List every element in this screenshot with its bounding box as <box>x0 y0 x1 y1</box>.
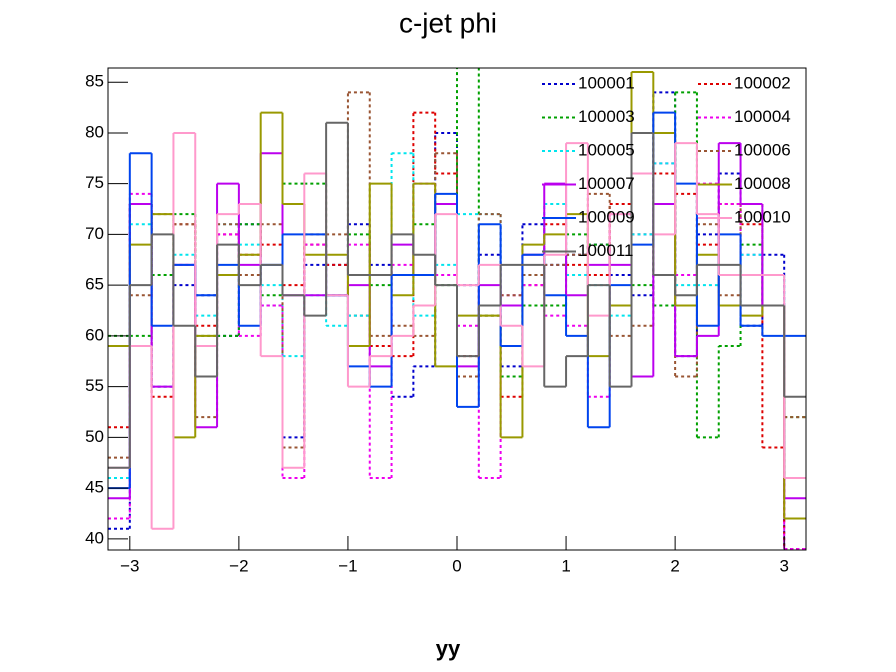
series <box>108 121 806 469</box>
x-tick-label: −3 <box>120 556 139 575</box>
legend-label: 100011 <box>578 241 633 260</box>
legend-label: 100010 <box>734 207 791 226</box>
y-tick-label: 50 <box>85 427 104 446</box>
x-tick-label: 0 <box>452 556 461 575</box>
legend-label: 100004 <box>734 107 791 126</box>
chart-title: c-jet phi <box>399 7 497 38</box>
y-tick-label: 55 <box>85 376 104 395</box>
x-tick-label: −1 <box>338 556 357 575</box>
legend-label: 100005 <box>578 140 635 159</box>
y-tick-label: 80 <box>85 122 104 141</box>
x-tick-label: 2 <box>670 556 679 575</box>
x-axis-label: yy <box>436 636 461 661</box>
legend-label: 100006 <box>734 140 791 159</box>
legend-label: 100008 <box>734 174 791 193</box>
y-tick-label: 45 <box>85 478 104 497</box>
y-tick-label: 60 <box>85 325 104 344</box>
legend: 100001 100002 100003 100004 100005 100006 1000… <box>542 73 791 260</box>
x-tick-label: 3 <box>779 556 788 575</box>
y-tick-label: 85 <box>85 72 104 91</box>
legend-label: 100007 <box>578 174 635 193</box>
x-tick-label: −2 <box>229 556 248 575</box>
y-tick-label: 40 <box>85 528 104 547</box>
legend-label: 100001 <box>578 73 635 92</box>
y-tick-label: 70 <box>85 224 104 243</box>
y-tick-label: 65 <box>85 275 104 294</box>
legend-label: 100003 <box>578 107 635 126</box>
legend-label: 100002 <box>734 73 791 92</box>
plot-area <box>108 68 806 550</box>
axes: −3 −2 −1 0 1 2 3 40 45 50 55 60 65 70 75 80 85 <box>85 72 789 576</box>
y-tick-label: 75 <box>85 173 104 192</box>
legend-label: 100009 <box>578 207 635 226</box>
x-tick-label: 1 <box>561 556 570 575</box>
